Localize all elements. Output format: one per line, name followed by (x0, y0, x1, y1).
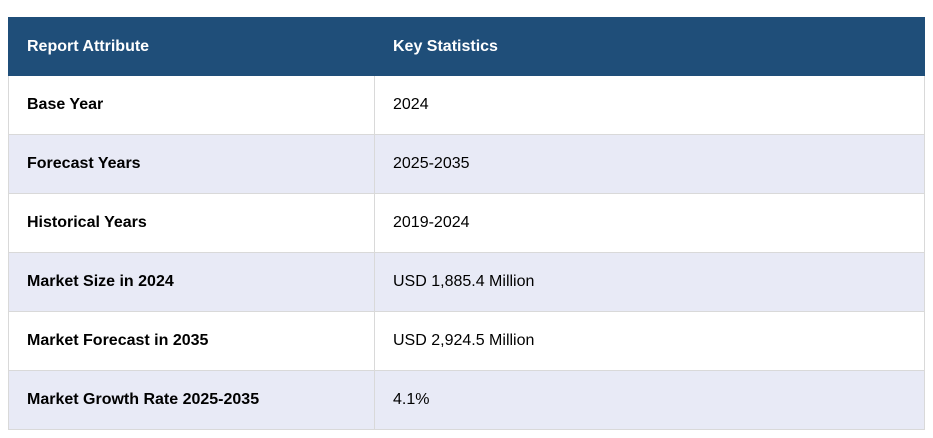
report-table-container: Report Attribute Key Statistics Base Yea… (8, 17, 925, 430)
row-value: 4.1% (374, 370, 925, 430)
row-attribute: Market Size in 2024 (8, 252, 375, 312)
row-value: USD 1,885.4 Million (374, 252, 925, 312)
report-statistics-table: Report Attribute Key Statistics Base Yea… (8, 17, 925, 430)
header-key-statistics: Key Statistics (374, 17, 925, 76)
row-attribute: Market Forecast in 2035 (8, 311, 375, 371)
table-row: Market Size in 2024 USD 1,885.4 Million (8, 252, 925, 312)
table-row: Market Growth Rate 2025-2035 4.1% (8, 370, 925, 430)
table-row: Forecast Years 2025-2035 (8, 134, 925, 194)
row-attribute: Forecast Years (8, 134, 375, 194)
row-attribute: Market Growth Rate 2025-2035 (8, 370, 375, 430)
table-header-row: Report Attribute Key Statistics (8, 17, 925, 76)
row-value: 2025-2035 (374, 134, 925, 194)
row-attribute: Historical Years (8, 193, 375, 253)
row-value: 2019-2024 (374, 193, 925, 253)
table-row: Base Year 2024 (8, 75, 925, 135)
table-row: Market Forecast in 2035 USD 2,924.5 Mill… (8, 311, 925, 371)
row-value: 2024 (374, 75, 925, 135)
header-report-attribute: Report Attribute (8, 17, 375, 76)
table-row: Historical Years 2019-2024 (8, 193, 925, 253)
row-value: USD 2,924.5 Million (374, 311, 925, 371)
row-attribute: Base Year (8, 75, 375, 135)
